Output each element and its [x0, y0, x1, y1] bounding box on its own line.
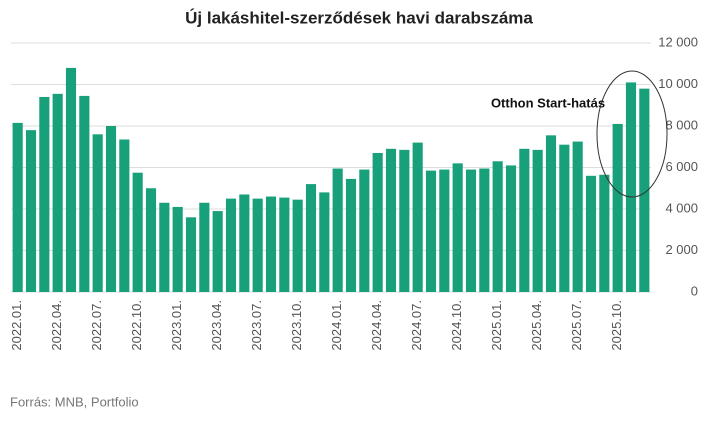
bar: [572, 141, 583, 292]
bar: [212, 211, 223, 292]
x-tick-label: 2022.01.: [9, 300, 24, 351]
bar: [479, 168, 490, 292]
bar: [425, 170, 437, 292]
x-tick-label: 2025.04.: [529, 300, 544, 351]
x-tick-label: 2025.01.: [489, 300, 504, 351]
bar: [439, 169, 450, 292]
bar: [372, 152, 383, 292]
x-tick-label: 2022.04.: [49, 300, 64, 351]
x-tick-label: 2023.07.: [249, 300, 264, 351]
bar: [599, 174, 610, 292]
x-tick-label: 2024.01.: [329, 300, 344, 351]
y-tick-label: 6 000: [665, 159, 698, 174]
bar: [545, 135, 557, 292]
bar: [132, 172, 143, 292]
annotation: Otthon Start-hatás: [491, 95, 605, 110]
bar: [292, 199, 303, 292]
x-tick-label: 2022.10.: [129, 300, 144, 351]
bar: [519, 148, 530, 292]
bar: [452, 163, 463, 292]
bar: [345, 178, 357, 292]
y-tick-label: 12 000: [658, 34, 698, 49]
bar: [492, 161, 503, 292]
bar: [79, 95, 90, 292]
bar: [612, 123, 623, 292]
bar: [119, 139, 130, 292]
bar: [385, 148, 397, 292]
bar: [559, 144, 570, 292]
highlight-ellipse: [596, 70, 668, 198]
bar: [399, 149, 410, 292]
x-tick-label: 2025.10.: [609, 300, 624, 351]
y-tick-label: 2 000: [665, 242, 698, 257]
x-tick-label: 2022.07.: [89, 300, 104, 351]
x-tick-label: 2024.07.: [409, 300, 424, 351]
x-tick-label: 2024.10.: [449, 300, 464, 351]
bar: [412, 142, 423, 292]
bar: [639, 88, 650, 293]
bar: [105, 126, 117, 292]
bar: [239, 194, 250, 292]
source: Forrás: MNB, Portfolio: [10, 394, 139, 409]
bar: [159, 202, 170, 292]
bar: [172, 206, 183, 292]
bar: [505, 165, 517, 292]
bar: [305, 184, 317, 292]
bar: [52, 93, 63, 293]
y-tick-label: 10 000: [658, 76, 698, 91]
bar: [625, 82, 637, 292]
bar: [39, 96, 50, 292]
x-tick-label: 2025.07.: [569, 300, 584, 351]
x-tick-label: 2023.01.: [169, 300, 184, 351]
bar: [225, 198, 237, 292]
bar: [532, 149, 543, 292]
bar: [465, 169, 477, 292]
bar: [25, 130, 37, 292]
bar: [252, 198, 263, 292]
x-tick-label: 2024.04.: [369, 300, 384, 351]
bar: [265, 196, 277, 292]
bar: [199, 202, 210, 292]
x-tick-label: 2023.10.: [289, 300, 304, 351]
y-tick-label: 4 000: [665, 200, 698, 215]
bar: [92, 134, 103, 292]
bar: [65, 67, 77, 293]
x-tick-label: 2023.04.: [209, 300, 224, 351]
bar: [319, 192, 330, 292]
bar: [279, 197, 290, 292]
y-tick-label: 0: [691, 283, 698, 298]
y-tick-label: 8 000: [665, 117, 698, 132]
bar: [12, 122, 23, 292]
bar: [585, 175, 597, 292]
bar: [185, 217, 197, 292]
bar: [332, 168, 343, 292]
bar: [359, 169, 370, 292]
chart-title: Új lakáshitel-szerződések havi darabszám…: [185, 8, 533, 27]
bar: [145, 188, 157, 292]
